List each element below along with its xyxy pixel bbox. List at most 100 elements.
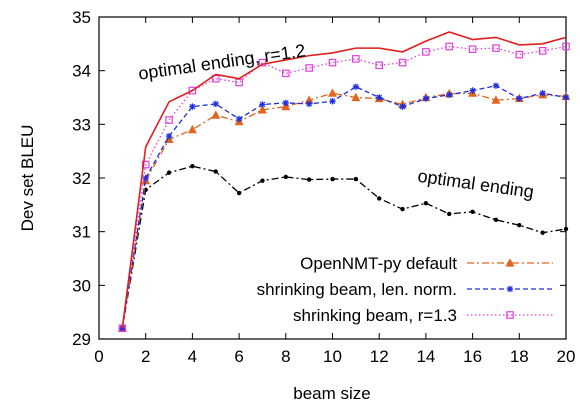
y-tick-label: 30 — [72, 276, 91, 295]
data-point — [213, 169, 218, 174]
data-point — [165, 132, 173, 140]
data-point — [445, 42, 454, 51]
legend-item: OpenNMT-py default — [300, 254, 553, 273]
data-point — [563, 226, 569, 232]
data-point — [306, 177, 312, 182]
data-point — [142, 174, 149, 182]
series-3 — [121, 31, 567, 329]
data-point — [469, 87, 476, 94]
data-point — [211, 74, 220, 83]
data-point — [328, 58, 337, 67]
data-point — [283, 174, 288, 180]
legend-label: shrinking beam, r=1.3 — [293, 306, 457, 325]
legend-marker — [505, 258, 515, 267]
data-point — [562, 94, 570, 101]
x-tick-label: 20 — [557, 347, 576, 366]
data-point — [305, 100, 313, 108]
data-point — [422, 95, 430, 102]
data-point — [470, 209, 475, 215]
x-tick-label: 10 — [323, 347, 342, 366]
data-point — [492, 82, 500, 89]
data-point — [562, 42, 570, 51]
x-tick-label: 14 — [416, 347, 435, 366]
x-tick-label: 6 — [234, 347, 243, 366]
data-point — [492, 44, 500, 52]
x-tick-label: 4 — [188, 347, 197, 366]
data-point — [141, 160, 150, 169]
series-4 — [120, 163, 569, 331]
annotation-label: optimal ending — [416, 166, 535, 202]
y-tick-label: 34 — [72, 62, 91, 81]
data-point — [330, 176, 335, 182]
data-point — [236, 190, 242, 196]
data-point — [515, 50, 524, 59]
series-line — [121, 85, 567, 329]
ticks: 0 2 4 6 8 10 12 14 16 18 20 29 30 31 32 33 34 35 — [72, 8, 575, 366]
data-point — [166, 170, 172, 175]
series-layer — [117, 31, 571, 333]
data-point — [540, 230, 545, 235]
data-point — [351, 92, 361, 102]
legend: OpenNMT-py default shrinking beam, len. n… — [257, 254, 553, 325]
data-point — [377, 196, 382, 201]
data-point — [259, 101, 266, 108]
data-point — [493, 217, 499, 223]
data-point — [422, 48, 430, 56]
data-point — [447, 211, 452, 217]
x-tick-label: 8 — [281, 347, 290, 366]
data-point — [212, 100, 219, 108]
x-tick-label: 16 — [463, 347, 482, 366]
data-point — [400, 206, 405, 212]
annotation-label: optimal ending, r=1.2 — [137, 40, 307, 83]
data-point — [517, 223, 522, 228]
y-tick-label: 32 — [72, 169, 91, 188]
data-point — [539, 90, 546, 97]
y-tick-label: 31 — [72, 223, 91, 242]
data-point — [281, 101, 291, 111]
data-point — [352, 83, 360, 90]
data-point — [423, 201, 429, 206]
data-point — [375, 61, 384, 70]
data-point — [165, 116, 173, 124]
legend-item: shrinking beam, len. norm. — [257, 280, 553, 299]
data-point — [353, 176, 359, 182]
data-point — [352, 55, 360, 63]
data-point — [189, 103, 196, 110]
legend-marker — [506, 285, 514, 293]
x-tick-label: 18 — [510, 347, 529, 366]
data-point — [329, 98, 336, 105]
y-tick-label: 35 — [72, 8, 91, 27]
x-tick-label: 12 — [370, 347, 389, 366]
data-point — [446, 91, 453, 99]
data-point — [516, 95, 523, 102]
data-point — [282, 99, 289, 107]
data-point — [211, 110, 221, 119]
legend-label: OpenNMT-py default — [300, 254, 457, 273]
x-tick-label: 0 — [94, 347, 103, 366]
data-point — [538, 47, 547, 55]
series-line — [121, 92, 567, 329]
legend-label: shrinking beam, len. norm. — [257, 280, 457, 299]
data-point — [260, 178, 265, 183]
data-point — [235, 115, 243, 123]
data-point — [258, 58, 267, 67]
x-axis-label: beam size — [293, 384, 370, 403]
data-point — [399, 103, 406, 110]
data-point — [188, 86, 197, 95]
y-tick-label: 33 — [72, 115, 91, 134]
data-point — [328, 88, 337, 97]
data-point — [376, 94, 383, 101]
data-point — [282, 69, 290, 78]
legend-item: shrinking beam, r=1.3 — [293, 306, 553, 325]
y-axis-label: Dev set BLEU — [18, 125, 37, 232]
data-point — [190, 163, 195, 169]
data-point — [398, 58, 407, 67]
y-tick-label: 29 — [72, 330, 91, 349]
data-point — [468, 45, 477, 54]
legend-marker — [506, 311, 514, 319]
series-line — [121, 165, 567, 329]
data-point — [257, 104, 267, 114]
data-point — [491, 95, 501, 104]
data-point — [187, 124, 197, 134]
